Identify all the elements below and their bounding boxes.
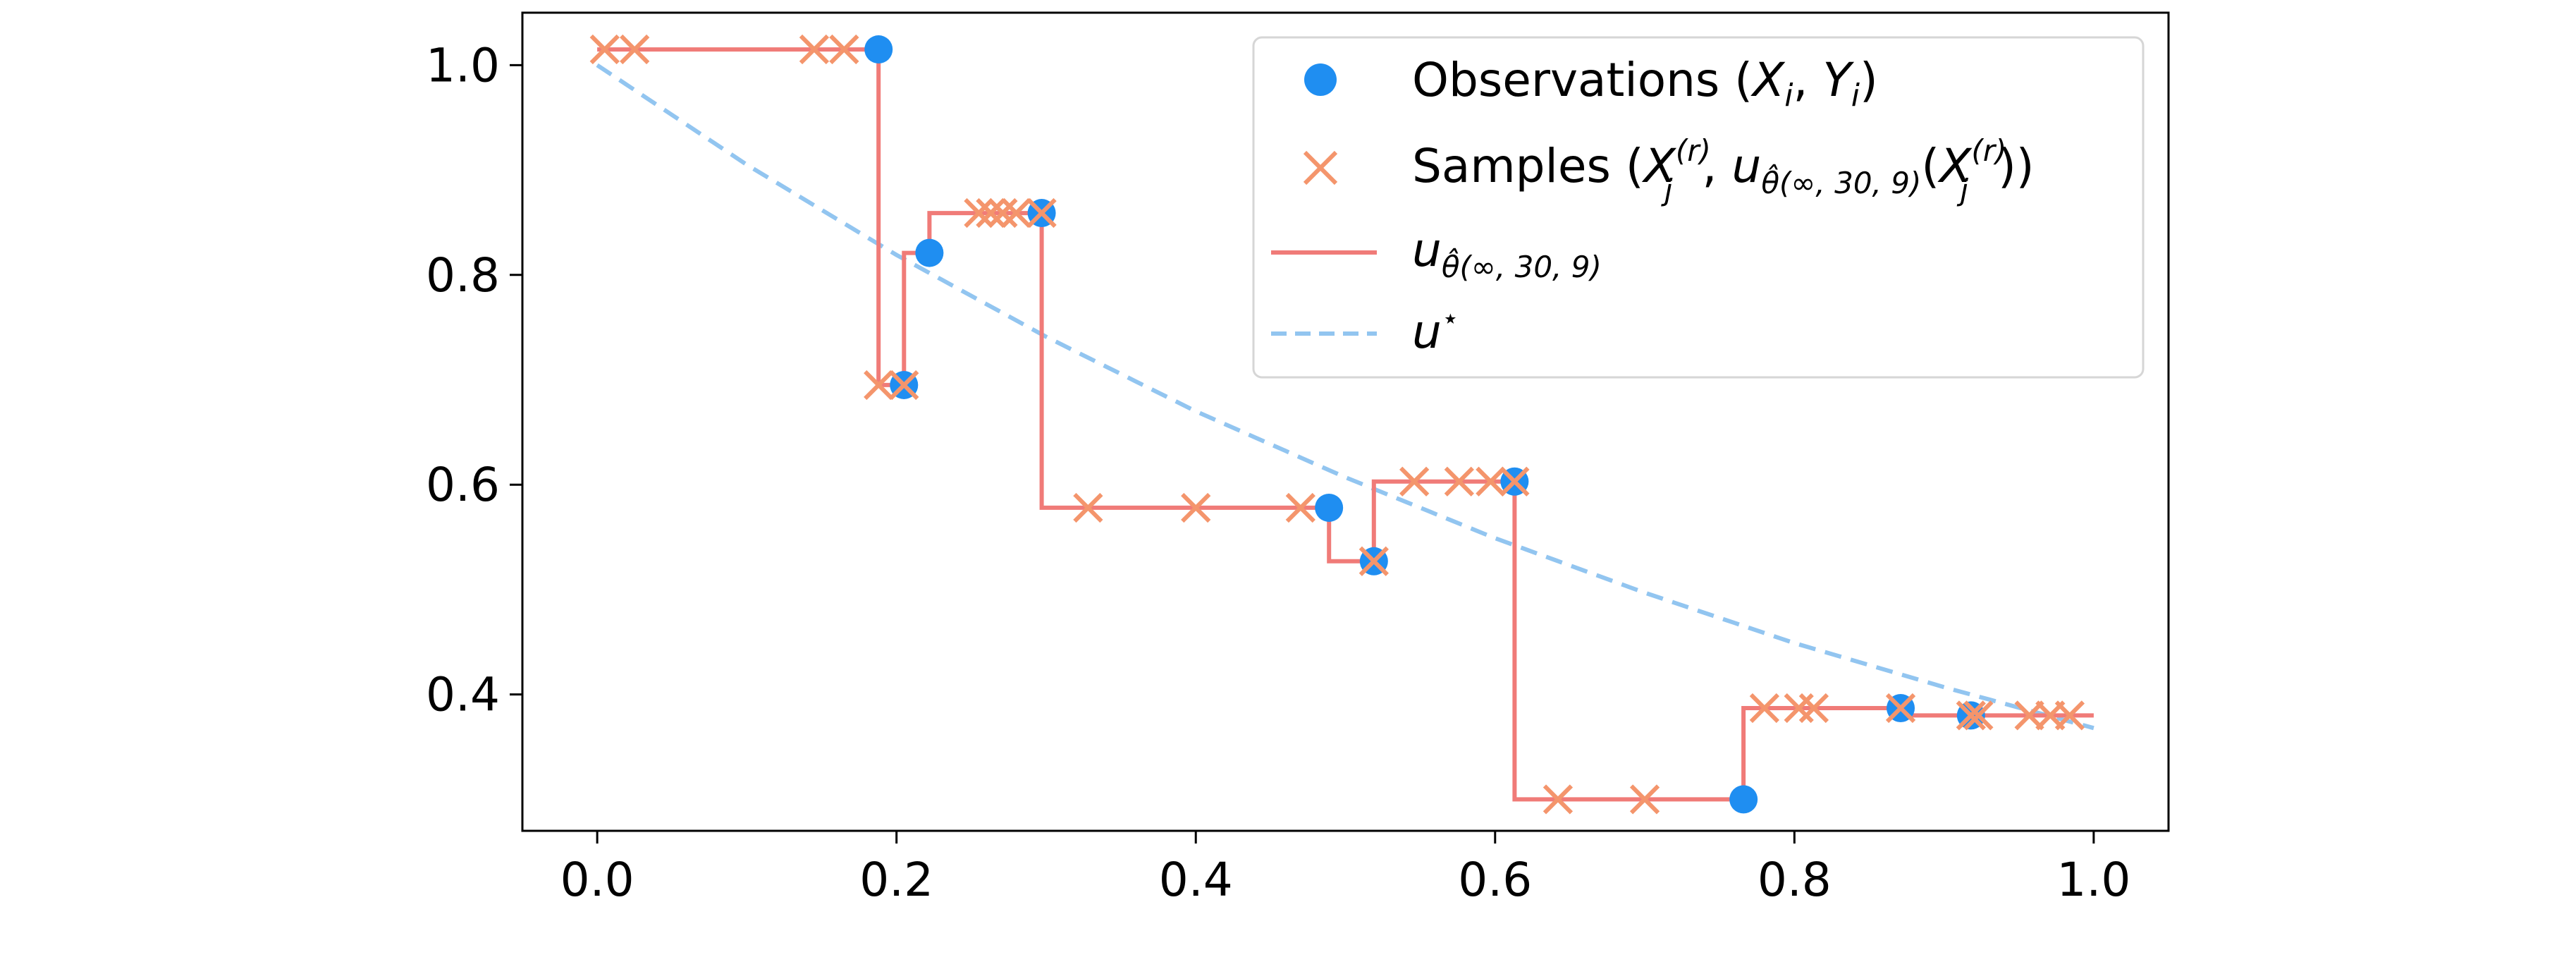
sample-point	[1885, 693, 1916, 724]
sample-stroke	[620, 34, 650, 65]
sample-point	[1444, 466, 1474, 497]
sample-point	[1798, 693, 1829, 724]
sample-stroke	[889, 370, 919, 401]
true-curve-line	[596, 63, 2094, 731]
sample-point	[1629, 784, 1660, 815]
x-tick-label: 1.0	[2056, 853, 2130, 907]
plot-frame	[521, 11, 2170, 832]
sample-point	[799, 34, 830, 65]
legend-label-step: uθ̂(∞, 30, 9)	[1412, 223, 1602, 284]
sample-stroke	[1358, 546, 1389, 576]
sample-stroke	[1073, 492, 1103, 523]
x-tick-label: 0.2	[859, 853, 933, 907]
legend-entry-true: u⋆	[1271, 303, 1459, 359]
sample-stroke	[799, 34, 830, 65]
series-samples	[589, 34, 2085, 815]
sample-stroke	[1181, 492, 1211, 523]
observation-point	[1729, 785, 1758, 814]
sample-point	[1956, 700, 1986, 731]
sample-point	[1399, 466, 1430, 497]
sample-point	[1963, 700, 1994, 731]
legend-marker-observations	[1304, 63, 1337, 96]
observation-point	[915, 238, 944, 267]
legend-box	[1252, 36, 2145, 379]
sample-stroke	[1444, 466, 1474, 497]
sample-point	[1181, 492, 1211, 523]
x-axis: 0.0 0.2 0.4 0.6 0.8 1.0	[560, 831, 2130, 907]
y-tick-label: 0.6	[426, 458, 500, 512]
legend-entry-step: uθ̂(∞, 30, 9)	[1271, 223, 1602, 284]
observation-point	[864, 35, 893, 64]
sample-point	[620, 34, 650, 65]
sample-stroke	[1798, 693, 1829, 724]
sample-stroke	[1499, 466, 1530, 497]
sample-point	[1749, 693, 1779, 724]
sample-stroke	[1399, 466, 1430, 497]
sample-point	[1499, 466, 1530, 497]
sample-point	[864, 370, 894, 401]
observation-point	[1315, 493, 1344, 522]
legend-entry-samples: Samples (X(r) j, uθ̂(∞, 30, 9)(X(r) j))	[1303, 133, 2035, 207]
x-tick-label: 0.8	[1758, 853, 1832, 907]
sample-stroke	[1285, 492, 1315, 523]
y-tick-label: 0.4	[426, 668, 500, 722]
sample-point	[1476, 466, 1506, 497]
x-tick-label: 0.0	[560, 853, 634, 907]
legend-sample-x	[1303, 150, 1338, 185]
sample-point	[976, 197, 1006, 229]
y-axis: 0.4 0.6 0.8 1.0	[426, 38, 522, 722]
sample-point	[964, 197, 994, 229]
sample-point	[1358, 546, 1389, 576]
legend: Observations (Xi, Yi) Samples (X(r) j, uθ…	[1252, 36, 2145, 379]
sample-stroke	[1629, 784, 1660, 815]
y-tick-label: 0.8	[426, 248, 500, 303]
sample-point	[889, 370, 919, 401]
series-step-line	[597, 47, 2094, 802]
sample-point	[2014, 700, 2044, 731]
sample-stroke	[1026, 197, 1057, 229]
plot-area	[589, 34, 2094, 815]
sample-stroke	[829, 34, 859, 65]
sample-stroke	[589, 34, 620, 65]
sample-stroke	[976, 197, 1006, 229]
series-true-curve	[596, 63, 2094, 731]
legend-marker-samples	[1303, 150, 1338, 185]
sample-stroke	[2014, 700, 2044, 731]
y-tick-label: 1.0	[426, 38, 500, 92]
sample-stroke	[1303, 150, 1338, 185]
x-tick-label: 0.6	[1458, 853, 1532, 907]
sample-point	[829, 34, 859, 65]
sample-stroke	[2054, 700, 2085, 731]
sample-point	[589, 34, 620, 65]
sample-stroke	[1963, 700, 1994, 731]
sample-point	[1001, 197, 1031, 229]
legend-entry-observations: Observations (Xi, Yi)	[1304, 53, 1878, 114]
sample-stroke	[988, 197, 1018, 229]
sample-stroke	[1542, 784, 1574, 815]
sample-point	[988, 197, 1018, 229]
legend-label-observations: Observations (Xi, Yi)	[1412, 53, 1878, 114]
sample-stroke	[1001, 197, 1031, 229]
step-line	[597, 47, 2094, 802]
sample-point	[2054, 700, 2085, 731]
legend-label-true: u⋆	[1412, 303, 1459, 359]
sample-point	[1026, 197, 1057, 229]
sample-stroke	[1956, 700, 1986, 731]
sample-stroke	[1885, 693, 1916, 724]
sample-point	[1073, 492, 1103, 523]
sample-point	[1285, 492, 1315, 523]
sample-stroke	[1749, 693, 1779, 724]
sample-stroke	[864, 370, 894, 401]
sample-stroke	[964, 197, 994, 229]
x-tick-label: 0.4	[1159, 853, 1233, 907]
sample-point	[1542, 784, 1574, 815]
legend-label-samples: Samples (X(r) j, uθ̂(∞, 30, 9)(X(r) j))	[1412, 133, 2035, 207]
sample-stroke	[1476, 466, 1506, 497]
